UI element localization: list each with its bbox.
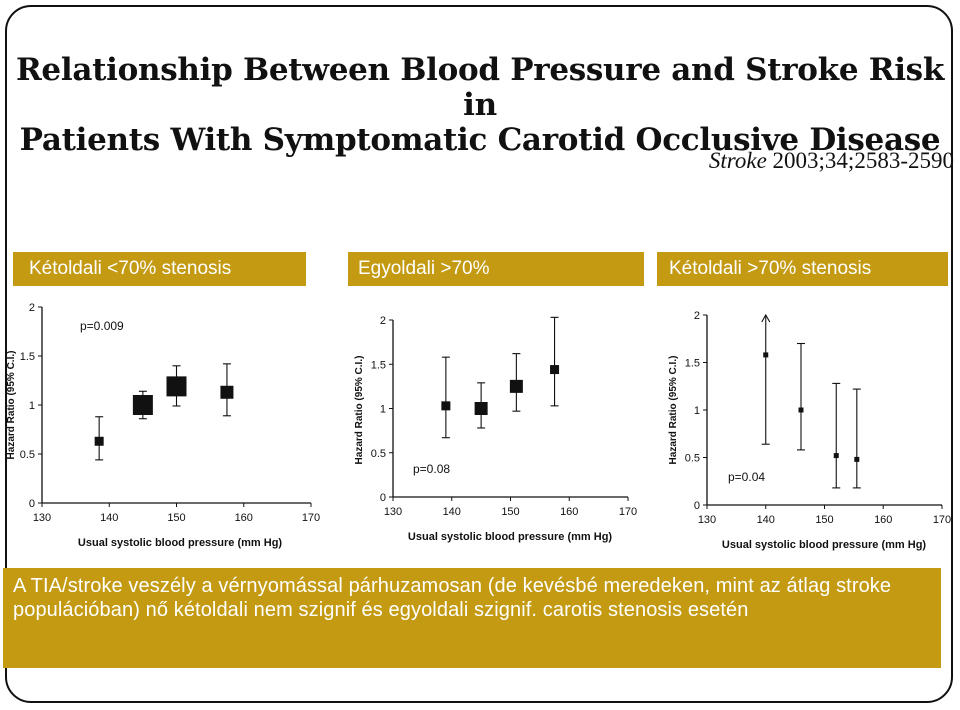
hazard-ratio-point (132, 395, 153, 415)
y-tick-label: 2 (29, 302, 35, 314)
p-value-annotation: p=0.08 (413, 462, 450, 476)
x-axis-title: Usual systolic blood pressure (mm Hg) (408, 531, 612, 543)
citation: Stroke 2003;34;2583-2590 (709, 148, 954, 174)
x-tick-label: 160 (235, 512, 253, 524)
y-axis-title: Hazard Ratio (95% C.I.) (668, 356, 679, 465)
x-tick-label: 170 (933, 514, 951, 526)
hazard-ratio-point (763, 352, 769, 358)
y-tick-label: 0 (694, 500, 700, 512)
y-tick-label: 2 (380, 315, 386, 327)
y-tick-label: 1.5 (371, 359, 386, 371)
hazard-ratio-point (474, 402, 488, 415)
y-tick-label: 0 (29, 498, 35, 510)
hazard-ratio-point (833, 453, 839, 459)
x-axis-title: Usual systolic blood pressure (mm Hg) (722, 539, 926, 551)
panel-label-1: Kétoldali <70% stenosis (13, 252, 306, 286)
panel-label-3: Kétoldali >70% stenosis (657, 252, 948, 286)
x-tick-label: 160 (874, 514, 892, 526)
p-value-annotation: p=0.009 (80, 319, 124, 333)
y-tick-label: 1 (380, 404, 386, 416)
y-tick-label: 0.5 (20, 449, 35, 461)
hazard-ratio-point (798, 407, 804, 413)
x-tick-label: 150 (501, 506, 519, 518)
y-tick-label: 1 (29, 400, 35, 412)
x-tick-label: 130 (384, 506, 402, 518)
x-tick-label: 150 (815, 514, 833, 526)
citation-ref: 2003;34;2583-2590 (772, 148, 954, 173)
x-tick-label: 150 (167, 512, 185, 524)
hazard-ratio-point (509, 379, 523, 393)
y-axis-title: Hazard Ratio (95% C.I.) (6, 351, 17, 460)
y-axis-title: Hazard Ratio (95% C.I.) (354, 356, 365, 465)
y-tick-label: 1.5 (685, 358, 700, 370)
hazard-ratio-point (441, 401, 451, 411)
x-tick-label: 170 (619, 506, 637, 518)
x-tick-label: 140 (757, 514, 775, 526)
x-tick-label: 140 (100, 512, 118, 524)
slide-title: Relationship Between Blood Pressure and … (0, 53, 960, 158)
x-tick-label: 160 (560, 506, 578, 518)
citation-journal: Stroke (708, 148, 767, 173)
title-line-1: Relationship Between Blood Pressure and … (15, 52, 945, 123)
x-tick-label: 170 (302, 512, 320, 524)
y-tick-label: 2 (694, 310, 700, 322)
ci-upper-arrow (761, 313, 771, 323)
y-tick-label: 0 (380, 492, 386, 504)
x-axis-title: Usual systolic blood pressure (mm Hg) (78, 537, 282, 549)
hazard-ratio-point (166, 376, 187, 397)
x-tick-label: 140 (443, 506, 461, 518)
y-tick-label: 0.5 (371, 448, 386, 460)
title-line-2: Patients With Symptomatic Carotid Occlus… (19, 122, 941, 158)
panel-label-2: Egyoldali >70% (348, 252, 644, 286)
y-tick-label: 1 (694, 405, 700, 417)
hazard-ratio-point (220, 385, 234, 399)
x-tick-label: 130 (33, 512, 51, 524)
y-tick-label: 0.5 (685, 453, 700, 465)
y-tick-label: 1.5 (20, 351, 35, 363)
p-value-annotation: p=0.04 (728, 470, 765, 484)
hazard-ratio-point (94, 436, 104, 446)
hazard-ratio-point (550, 365, 560, 375)
hazard-ratio-point (854, 456, 860, 462)
x-tick-label: 130 (698, 514, 716, 526)
footer-summary: A TIA/stroke veszély a vérnyomással párh… (3, 568, 941, 668)
